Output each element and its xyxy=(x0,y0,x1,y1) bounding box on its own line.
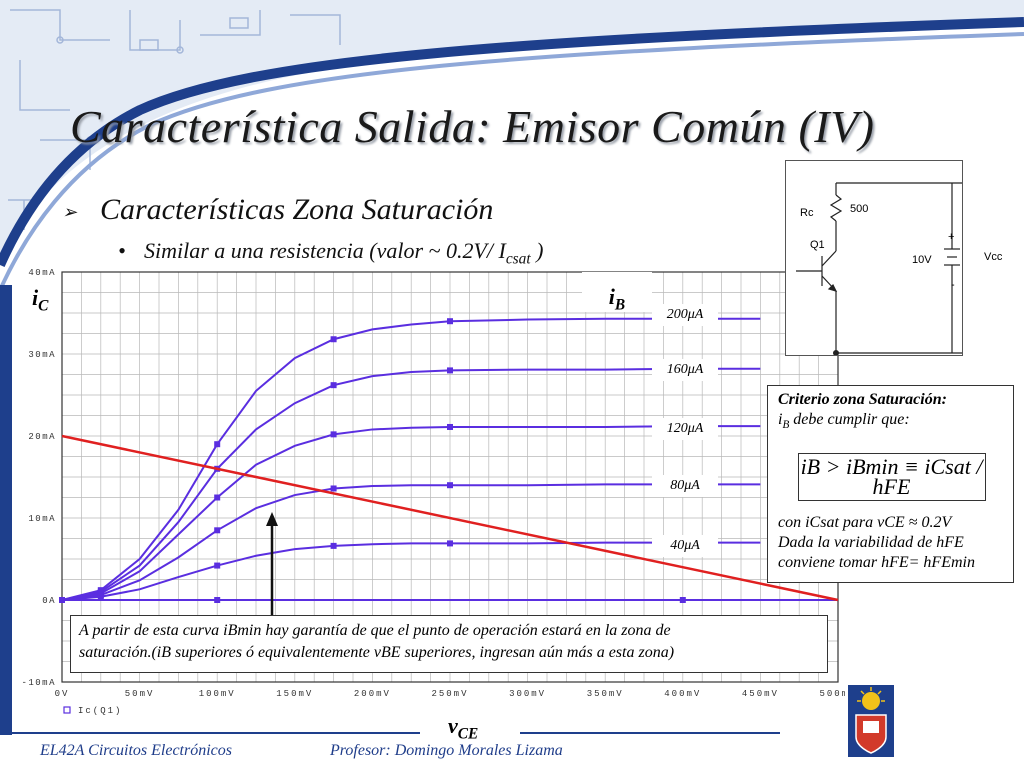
x-tick-label: 250mV xyxy=(431,689,468,699)
slide-title: Característica Salida: Emisor Común (IV) xyxy=(70,101,875,152)
footer-course: EL42A Circuitos Electrónicos xyxy=(40,742,232,759)
data-point xyxy=(214,562,221,569)
data-point xyxy=(330,336,337,343)
data-point xyxy=(447,482,453,489)
criterion-line2: con iCsat para vCE ≈ 0.2V xyxy=(778,514,952,532)
data-point xyxy=(330,542,337,549)
university-logo-icon xyxy=(848,685,894,757)
plus-label: + xyxy=(948,231,955,243)
arrow-bullet-icon: ➢ xyxy=(62,201,78,222)
x-tick-label: 500mV xyxy=(819,689,845,699)
bullet2-prefix: Similar a una resistencia (valor ~ 0.2V/… xyxy=(144,238,506,263)
criterion-line1: iB debe cumplir que: xyxy=(778,410,1005,435)
chart-series xyxy=(59,315,839,654)
data-point xyxy=(447,318,453,325)
ib-main: i xyxy=(608,284,615,309)
data-point xyxy=(214,527,221,534)
curve-label-160: 160μA xyxy=(652,359,718,381)
legend-label: Ic(Q1) xyxy=(78,706,122,716)
data-point xyxy=(214,441,221,448)
data-point xyxy=(330,485,337,492)
data-point xyxy=(214,494,221,501)
vce-axis-label: vCE xyxy=(448,713,478,743)
annotation-note: A partir de esta curva iBmin hay garantí… xyxy=(70,615,828,673)
transistor-label: Q1 xyxy=(810,239,825,251)
vce-sub: CE xyxy=(457,725,479,743)
data-point xyxy=(59,597,65,603)
dot-bullet-icon: • xyxy=(118,238,126,263)
data-point xyxy=(330,382,337,389)
circuit-schematic: Rc 500 Q1 + 10V Vcc - xyxy=(785,160,1002,356)
rc-value: 500 xyxy=(850,203,869,215)
source-name: Vcc xyxy=(984,251,1003,263)
note-line1: A partir de esta curva iBmin hay garantí… xyxy=(79,622,671,639)
rc-label: Rc xyxy=(800,207,814,219)
output-characteristic-chart: 0V 50mV 100mV 150mV 200mV 250mV 300mV 350mV 400m… xyxy=(21,268,845,716)
vce-main: v xyxy=(448,713,458,738)
data-point xyxy=(447,423,453,430)
x-tick-label: 100mV xyxy=(199,689,236,699)
criterion-box: Criterio zona Saturación: iB debe cumpli… xyxy=(767,385,1014,583)
chart-axes: 0V 50mV 100mV 150mV 200mV 250mV 300mV 350mV 400m… xyxy=(21,268,845,716)
x-tick-label: 0V xyxy=(55,689,70,699)
y-tick-label: 20mA xyxy=(28,432,56,442)
ic-main: i xyxy=(32,285,39,310)
curve-label-120: 120μA xyxy=(652,418,718,440)
criterion-line1-sub: B xyxy=(782,419,790,432)
ib-curves-label: iB xyxy=(582,272,652,314)
data-point xyxy=(97,593,104,600)
criterion-heading: Criterio zona Saturación: xyxy=(778,391,947,408)
criterion-line4: conviene tomar hFE= hFEmin xyxy=(778,554,975,572)
bullet-resistance: • Similar a una resistencia (valor ~ 0.2V… xyxy=(118,238,543,268)
y-tick-label: 10mA xyxy=(28,514,56,524)
y-tick-label: 40mA xyxy=(28,268,56,278)
note-line2: saturación.(iB superiores ó equivalentem… xyxy=(79,644,675,661)
bullet-saturation-zone: ➢ Características Zona Saturación xyxy=(62,193,493,227)
arrow-up-icon xyxy=(266,512,278,526)
data-point xyxy=(447,367,453,374)
ib-sub: B xyxy=(614,296,626,314)
data-point xyxy=(679,597,686,603)
load-line xyxy=(61,434,839,602)
data-point xyxy=(447,540,453,547)
bullet2-sub: csat xyxy=(505,250,531,268)
curve-label-80: 80μA xyxy=(652,475,718,497)
legend-marker xyxy=(63,706,71,714)
x-tick-label: 200mV xyxy=(354,689,391,699)
criterion-line1-a: i xyxy=(778,411,783,428)
x-tick-label: 400mV xyxy=(664,689,701,699)
bullet1-text: Características Zona Saturación xyxy=(100,193,494,226)
circuit-drawing xyxy=(796,182,962,355)
curve-label-40: 40μA xyxy=(652,535,718,557)
footer-professor: Profesor: Domingo Morales Lizama xyxy=(330,742,563,759)
y-tick-label: -10mA xyxy=(21,678,56,688)
ic-sub: C xyxy=(38,297,49,315)
data-point xyxy=(330,431,337,438)
criterion-line1-b: debe cumplir que: xyxy=(789,411,910,428)
x-tick-label: 150mV xyxy=(276,689,313,699)
criterion-line3: Dada la variabilidad de hFE xyxy=(778,534,964,552)
criterion-formula: iB > iBmin ≡ iCsat / hFE xyxy=(797,453,986,502)
x-tick-label: 450mV xyxy=(742,689,779,699)
x-tick-label: 50mV xyxy=(125,689,155,699)
x-tick-label: 300mV xyxy=(509,689,546,699)
x-tick-label: 350mV xyxy=(587,689,624,699)
source-value: 10V xyxy=(912,254,932,266)
ic-axis-label: iC xyxy=(32,285,48,315)
minus-label: - xyxy=(951,279,955,291)
y-tick-label: 30mA xyxy=(28,350,56,360)
curve-label-200: 200μA xyxy=(652,304,718,326)
y-tick-label: 0A xyxy=(42,596,56,606)
bullet2-suffix: ) xyxy=(530,238,544,263)
data-point xyxy=(214,597,221,603)
